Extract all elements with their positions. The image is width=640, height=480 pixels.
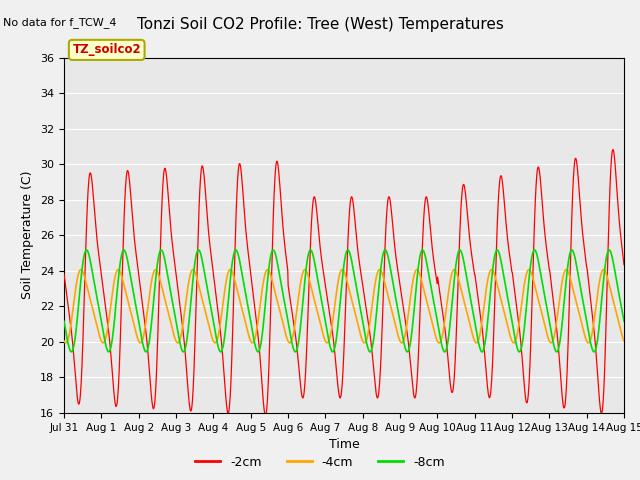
-8cm [590,349,598,355]
-2cm [431,268,439,274]
-2cm [262,413,269,419]
-8cm [185,323,193,329]
-4cm [432,334,440,339]
X-axis label: Time: Time [328,438,360,451]
-4cm [185,280,193,286]
Text: No data for f_TCW_4: No data for f_TCW_4 [3,17,116,28]
-8cm [531,247,538,253]
-4cm [339,267,346,273]
-8cm [620,318,628,324]
Line: -8cm: -8cm [64,250,624,352]
Y-axis label: Soil Temperature (C): Soil Temperature (C) [22,171,35,300]
-4cm [505,328,513,334]
-8cm [171,312,179,318]
-2cm [171,262,179,267]
-2cm [247,274,255,280]
-2cm [609,147,617,153]
-2cm [60,271,68,276]
Legend: -2cm, -4cm, -8cm: -2cm, -4cm, -8cm [190,451,450,474]
-8cm [504,297,512,302]
-8cm [431,305,438,311]
-2cm [185,393,193,399]
-2cm [504,243,512,249]
Line: -2cm: -2cm [64,150,624,416]
Line: -4cm: -4cm [64,270,624,343]
-4cm [171,336,179,341]
-4cm [60,338,68,344]
Text: Tonzi Soil CO2 Profile: Tree (West) Temperatures: Tonzi Soil CO2 Profile: Tree (West) Temp… [136,17,504,32]
-2cm [554,338,562,344]
-8cm [554,348,562,353]
Text: TZ_soilco2: TZ_soilco2 [72,43,141,56]
-4cm [247,339,255,345]
-4cm [360,340,368,346]
-2cm [620,262,628,267]
-4cm [554,307,562,312]
-8cm [60,318,68,324]
-8cm [247,321,255,327]
-4cm [620,338,628,344]
